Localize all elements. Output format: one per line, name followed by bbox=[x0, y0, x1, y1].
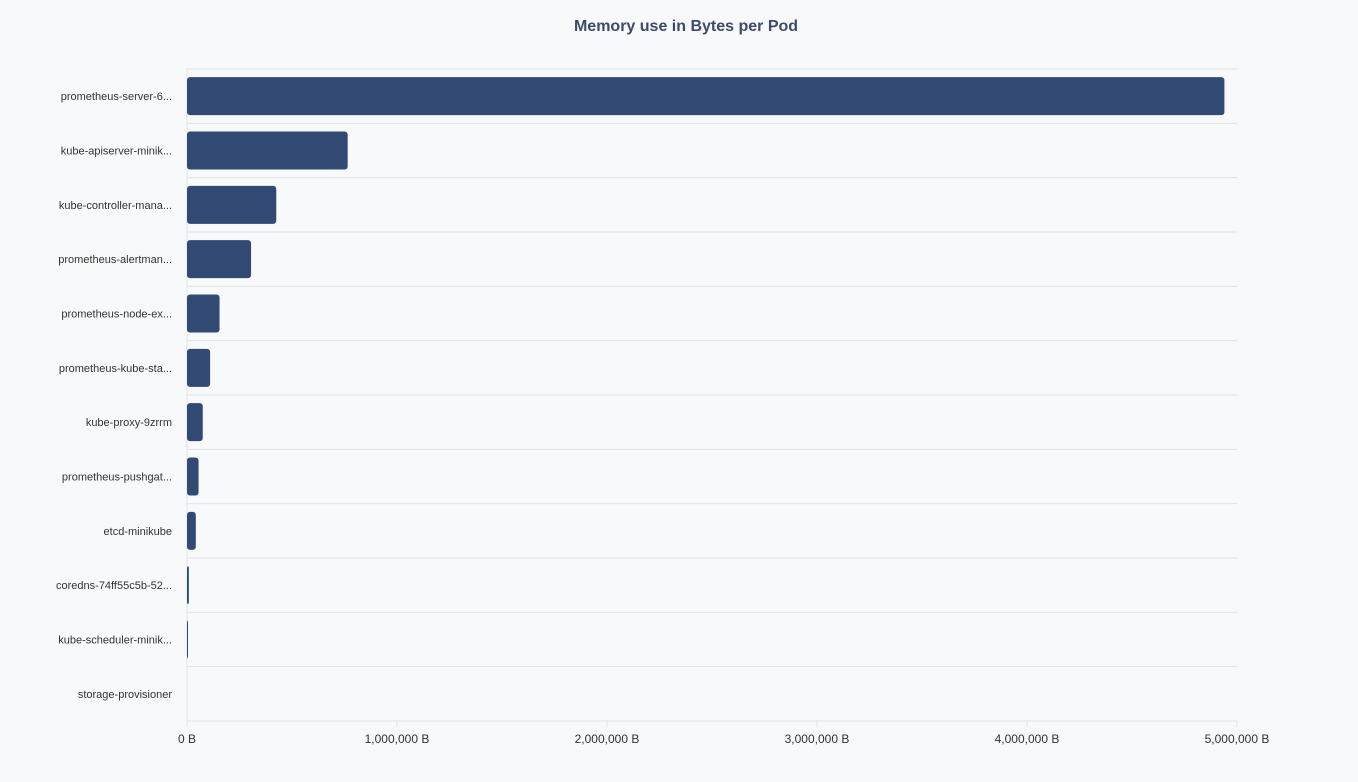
bar[interactable] bbox=[187, 457, 199, 496]
bar[interactable] bbox=[187, 77, 1225, 116]
x-tick-label: 3,000,000 B bbox=[785, 732, 850, 746]
category-label: prometheus-alertman... bbox=[58, 254, 172, 266]
category-label: prometheus-node-ex... bbox=[61, 309, 172, 321]
category-labels: prometheus-server-6... kube-apiserver-min… bbox=[56, 91, 172, 701]
bar[interactable] bbox=[187, 348, 211, 387]
x-tick-label: 1,000,000 B bbox=[365, 732, 430, 746]
x-tick-label: 2,000,000 B bbox=[575, 732, 640, 746]
category-label: kube-proxy-9zrrm bbox=[86, 417, 172, 429]
category-label: prometheus-server-6... bbox=[61, 91, 172, 103]
category-label: etcd-minikube bbox=[104, 526, 172, 538]
x-tick-label: 0 B bbox=[178, 732, 196, 746]
category-label: kube-scheduler-minik... bbox=[58, 635, 172, 647]
bar-layer bbox=[187, 77, 1225, 659]
category-label: storage-provisioner bbox=[78, 689, 172, 701]
bar[interactable] bbox=[187, 566, 189, 605]
x-tick-label: 4,000,000 B bbox=[995, 732, 1060, 746]
bar[interactable] bbox=[187, 511, 196, 550]
x-axis-ticks: 0 B 1,000,000 B 2,000,000 B 3,000,000 B 4,00… bbox=[178, 721, 1269, 746]
category-label: kube-apiserver-minik... bbox=[61, 146, 172, 158]
chart-title: Memory use in Bytes per Pod bbox=[574, 18, 798, 35]
bar[interactable] bbox=[187, 620, 188, 659]
category-label: prometheus-kube-sta... bbox=[59, 363, 172, 375]
bar[interactable] bbox=[187, 403, 203, 442]
bar[interactable] bbox=[187, 185, 277, 224]
bar[interactable] bbox=[187, 294, 220, 333]
grid-layer bbox=[186, 68, 1237, 722]
category-label: coredns-74ff55c5b-52... bbox=[56, 580, 172, 592]
bar[interactable] bbox=[187, 131, 348, 170]
category-label: prometheus-pushgat... bbox=[62, 472, 172, 484]
x-tick-label: 5,000,000 B bbox=[1205, 732, 1270, 746]
bar[interactable] bbox=[187, 240, 252, 279]
category-label: kube-controller-mana... bbox=[59, 200, 172, 212]
